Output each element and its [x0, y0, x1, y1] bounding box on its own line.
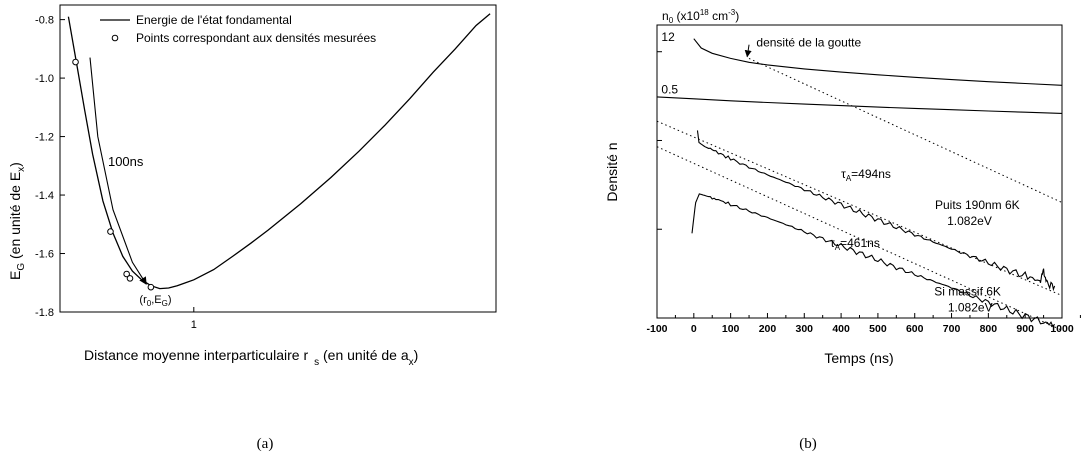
annotation-b: τA=461ns: [830, 236, 880, 252]
y-axis-title-b: Densité n: [604, 142, 620, 201]
panel-b: -100 0 100 200 300 400 500 600 700 800 900 1000 12 0…: [604, 8, 1081, 452]
y-tick-label-a: -1.2: [35, 132, 54, 144]
fit-494ns: [656, 120, 1063, 297]
annotation-b: Puits 190nm 6K: [935, 198, 1020, 212]
y-axis-ticks-b: [657, 51, 662, 319]
axis-title-n0: n0 (x1018 cm-3): [662, 8, 739, 25]
annotation-b: 1.082eV: [948, 301, 993, 315]
x-axis-ticks-b: -100 0 100 200 300 400 500 600 700 800 900 1000: [646, 313, 1081, 335]
x-tick-label-b: 100: [722, 323, 740, 335]
x-tick-label-b: 800: [980, 323, 998, 335]
y-tick-label-a: -1.4: [35, 190, 54, 202]
x-axis-ticks-a: 1: [191, 307, 197, 331]
curve-0-5: [656, 96, 1063, 114]
y-axis-title-a: EG (en unité de Ex): [7, 162, 27, 280]
curve-si-massif: [691, 193, 1056, 328]
x-axis-title-b: Temps (ns): [824, 350, 893, 366]
measured-density-point: [107, 228, 114, 235]
annotations-b: 12 0.5 densité de la goutte τA=494ns Puits 1…: [661, 30, 1019, 315]
x-tick-label-b: 300: [796, 323, 814, 335]
curve-12: [693, 38, 1063, 86]
x-tick-label-b: 500: [869, 323, 887, 335]
annotation-b: 12: [661, 30, 675, 44]
annotation-b: 1.082eV: [947, 214, 992, 228]
annotation-b: τA=494ns: [841, 167, 891, 183]
measured-density-point: [126, 275, 134, 282]
x-tick-label-b: 900: [1016, 323, 1034, 335]
legend-label-points: Points correspondant aux densités mesuré…: [136, 31, 376, 45]
x-tick-label-b: 400: [832, 323, 850, 335]
annotation-100ns: 100ns: [108, 154, 144, 169]
annotation-b: densité de la goutte: [756, 35, 861, 49]
arrow-a: [89, 57, 147, 285]
measured-density-point: [123, 270, 130, 278]
x-tick-label-b: 700: [943, 323, 961, 335]
caption-b: (b): [799, 436, 817, 452]
x-tick-label-b: 1000: [1050, 323, 1074, 335]
measured-density-point: [72, 58, 79, 66]
y-tick-label-a: -1.8: [35, 307, 54, 319]
legend-a: Energie de l'état fondamental Points cor…: [100, 13, 376, 45]
arrow-b: [744, 44, 752, 58]
y-tick-label-a: -0.8: [35, 15, 54, 27]
series-lines-a: [67, 13, 491, 290]
measured-density-point: [147, 283, 155, 291]
series-lines-b: [656, 38, 1063, 331]
y-axis-ticks-a: -0.8 -1.0 -1.2 -1.4 -1.6 -1.8: [35, 15, 65, 319]
y-tick-label-a: -1.0: [35, 73, 54, 85]
x-tick-label-b: -100: [646, 323, 667, 335]
data-points-a: [72, 58, 155, 291]
x-tick-label-a: 1: [191, 319, 197, 331]
annotation-r0-eg: (r0,EG): [139, 294, 171, 308]
panel-a: -0.8 -1.0 -1.2 -1.4 -1.6 -1.8 1 Energie de l'…: [7, 4, 497, 452]
fit-goutte: [748, 57, 1063, 203]
ground-state-energy-curve: [67, 13, 491, 290]
plot-frame-a: [59, 4, 497, 313]
curve-puits-190nm: [696, 130, 1056, 292]
legend-circle-swatch: [111, 34, 119, 42]
x-tick-label-b: 600: [906, 323, 924, 335]
annotation-b: 0.5: [661, 82, 678, 96]
y-tick-label-a: -1.6: [35, 249, 54, 261]
x-tick-label-b: 200: [759, 323, 777, 335]
legend-label-line: Energie de l'état fondamental: [136, 13, 292, 27]
x-tick-label-b: 0: [691, 323, 697, 335]
caption-a: (a): [257, 436, 274, 452]
annotation-b: Si massif 6K: [934, 284, 1001, 298]
